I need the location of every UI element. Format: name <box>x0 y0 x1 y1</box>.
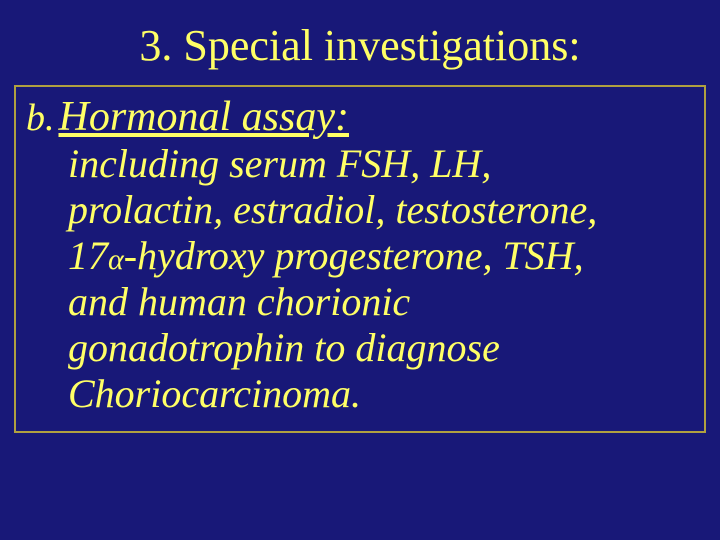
body-line-2: prolactin, estradiol, testosterone, <box>26 187 694 233</box>
body-line-3-post: -hydroxy progesterone, TSH, <box>124 233 584 278</box>
body-line-4: and human chorionic <box>26 279 694 325</box>
heading-line: b. Hormonal assay: <box>26 93 694 141</box>
content-box: b. Hormonal assay: including serum FSH, … <box>14 85 706 433</box>
body-line-3-pre: 17 <box>68 233 108 278</box>
alpha-symbol: α <box>108 243 124 276</box>
item-label: b. <box>26 97 55 139</box>
item-heading: Hormonal assay: <box>59 94 350 140</box>
slide-title: 3. Special investigations: <box>0 0 720 81</box>
body-line-3: 17α-hydroxy progesterone, TSH, <box>26 233 694 279</box>
body-line-1: including serum FSH, LH, <box>26 141 694 187</box>
body-line-5: gonadotrophin to diagnose <box>26 325 694 371</box>
slide: 3. Special investigations: b. Hormonal a… <box>0 0 720 540</box>
body-line-6: Choriocarcinoma. <box>26 371 694 417</box>
